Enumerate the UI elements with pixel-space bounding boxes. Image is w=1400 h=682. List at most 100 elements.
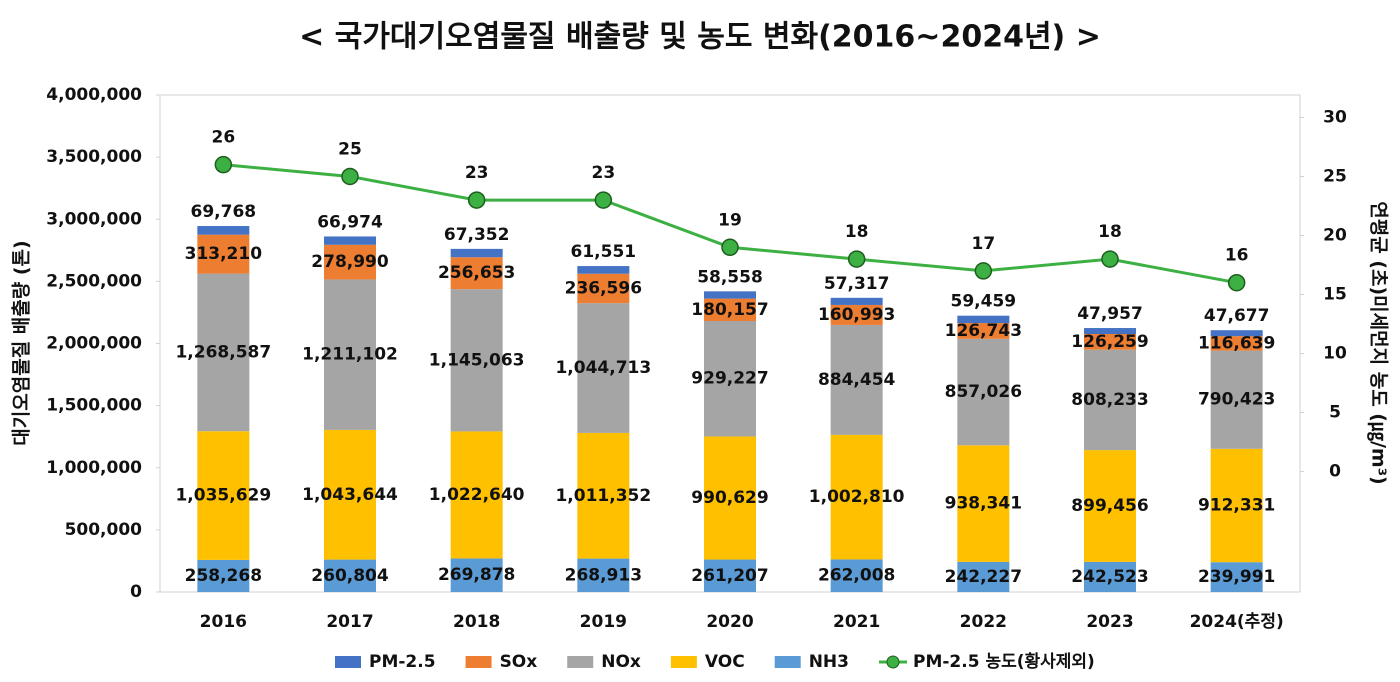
x-tick-label: 2023 (1086, 612, 1133, 632)
data-label: 929,227 (691, 369, 768, 389)
bar-segment (1084, 450, 1136, 562)
data-label: 58,558 (697, 267, 763, 287)
y2-tick-label: 20 (1323, 225, 1347, 245)
bar-segment (830, 297, 883, 305)
bar-segment (450, 558, 503, 592)
y-tick-label: 500,000 (65, 520, 143, 540)
data-label: 1,211,102 (302, 345, 398, 365)
data-label: 256,653 (438, 263, 515, 283)
bar-segment (957, 338, 1010, 446)
y2-tick-label: 10 (1323, 344, 1347, 364)
data-label: 67,352 (444, 225, 510, 245)
bar-segment (450, 248, 503, 258)
data-label: 16 (1225, 246, 1249, 266)
data-label: 242,523 (1071, 567, 1148, 587)
line-marker (341, 167, 359, 186)
x-tick-label: 2024(추정) (1190, 612, 1284, 632)
data-label: 25 (338, 139, 362, 159)
data-label: 239,991 (1198, 567, 1275, 587)
bar-segment (830, 559, 883, 592)
data-label: 23 (465, 163, 489, 183)
bar-segment (1210, 336, 1263, 351)
y2-tick-label: 30 (1323, 107, 1347, 127)
data-label: 269,878 (438, 565, 515, 585)
line-marker (1227, 273, 1246, 292)
data-label: 23 (591, 163, 615, 183)
data-label: 1,044,713 (555, 358, 651, 378)
x-tick-label: 2019 (580, 612, 627, 632)
line-marker (594, 191, 613, 209)
y-tick-label: 2,500,000 (46, 271, 142, 291)
bar-segment (1084, 328, 1136, 334)
data-label: 66,974 (317, 212, 383, 232)
legend-label: PM-2.5 (369, 652, 436, 672)
bar-segment (450, 289, 503, 432)
data-label: 260,804 (311, 566, 389, 586)
bar-segment (957, 445, 1010, 562)
y2-tick-label: 15 (1323, 285, 1347, 305)
data-label: 160,993 (818, 305, 895, 325)
y-tick-label: 1,000,000 (46, 458, 142, 478)
bar-segment (577, 266, 630, 274)
line-marker (214, 155, 233, 174)
bar-segment (830, 304, 883, 325)
data-label: 790,423 (1198, 390, 1275, 410)
bar-segment (577, 273, 630, 304)
data-label: 126,259 (1071, 332, 1148, 352)
y-tick-label: 0 (130, 582, 142, 602)
data-label: 258,268 (185, 566, 262, 586)
data-label: 242,227 (945, 567, 1022, 587)
y-tick-label: 4,000,000 (46, 85, 142, 105)
x-tick-label: 2017 (326, 612, 373, 632)
bar-segment (450, 431, 503, 559)
bar-segment (324, 429, 376, 560)
data-label: 61,551 (571, 242, 637, 262)
bar-segment (704, 321, 756, 437)
bar-segment (197, 273, 250, 432)
bar-segment (197, 431, 250, 560)
data-label: 261,207 (691, 566, 768, 586)
data-label: 857,026 (945, 382, 1022, 402)
legend-swatch (567, 656, 594, 668)
data-label: 180,157 (691, 300, 768, 320)
bar-segment (704, 291, 756, 299)
legend-label: NH3 (809, 652, 849, 672)
data-label: 47,957 (1077, 304, 1143, 324)
legend-swatch (670, 656, 697, 668)
legend-swatch (774, 656, 801, 668)
data-label: 47,677 (1204, 306, 1270, 326)
bar-segment (957, 315, 1010, 324)
x-tick-label: 2022 (960, 612, 1007, 632)
data-label: 59,459 (951, 292, 1017, 312)
bar-segment (324, 236, 376, 245)
data-label: 278,990 (311, 252, 389, 272)
bar-segment (1084, 333, 1136, 350)
data-label: 808,233 (1071, 390, 1148, 410)
y-tick-label: 1,500,000 (46, 396, 142, 416)
bar-segment (324, 559, 376, 592)
bar-segment (577, 432, 630, 559)
data-label: 1,002,810 (809, 487, 905, 507)
bar-segment (1084, 561, 1136, 592)
legend-label: VOC (705, 652, 745, 672)
bar-segment (577, 303, 630, 433)
bar-segment (1210, 330, 1263, 337)
legend-label: NOx (601, 652, 641, 672)
bar-segment (197, 559, 250, 592)
data-label: 1,011,352 (555, 486, 651, 506)
x-tick-label: 2021 (833, 612, 880, 632)
line-marker (1101, 250, 1119, 268)
bar-segment (197, 234, 250, 274)
data-label: 884,454 (818, 370, 896, 390)
data-label: 899,456 (1071, 496, 1148, 516)
legend-swatch (886, 655, 900, 669)
data-label: 19 (718, 210, 742, 230)
bar-segment (324, 244, 376, 280)
data-label: 69,768 (191, 202, 257, 222)
x-tick-label: 2018 (453, 612, 500, 632)
data-label: 1,035,629 (175, 486, 271, 506)
bar-segment (1084, 349, 1136, 451)
x-tick-label: 2016 (200, 612, 247, 632)
data-label: 18 (845, 222, 869, 242)
